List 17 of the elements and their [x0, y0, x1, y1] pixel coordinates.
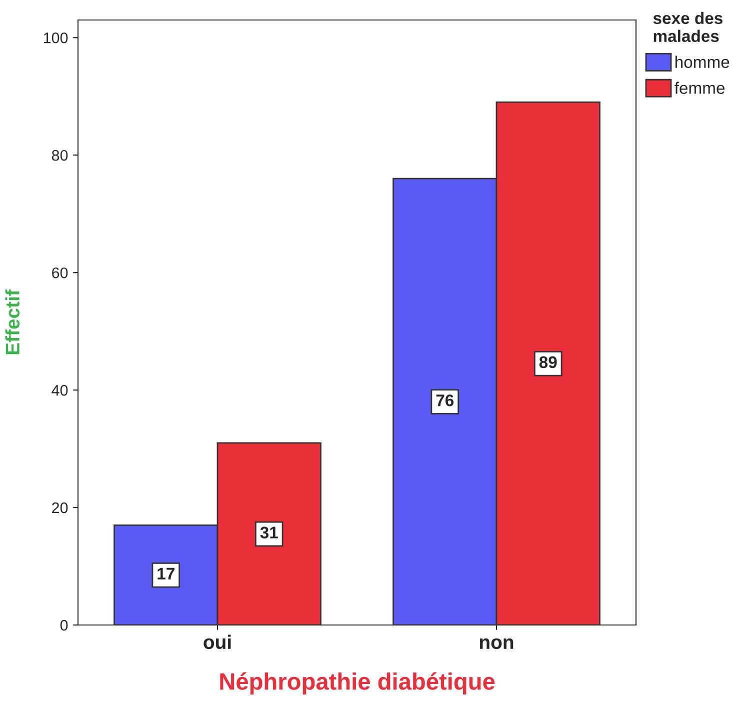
legend-label: homme — [675, 56, 730, 68]
y-tick-label: 0 — [60, 620, 68, 631]
y-tick-label: 20 — [52, 502, 68, 514]
data-label: 31 — [260, 526, 278, 538]
y-axis-title: Effectif — [5, 290, 20, 354]
data-label: 76 — [436, 394, 454, 406]
y-tick-label: 100 — [44, 32, 68, 44]
data-label: 17 — [158, 568, 174, 580]
x-axis-title: Néphropathie diabétique — [220, 672, 495, 695]
x-tick-label: oui — [204, 634, 231, 650]
y-tick-label: 60 — [52, 267, 68, 278]
data-label: 89 — [539, 356, 557, 368]
legend-label: femme — [674, 82, 725, 94]
y-tick-label: 80 — [52, 150, 68, 161]
legend-title: sexe des malades — [653, 12, 722, 42]
x-tick-label: non — [480, 638, 514, 650]
y-tick-label: 40 — [52, 384, 68, 396]
